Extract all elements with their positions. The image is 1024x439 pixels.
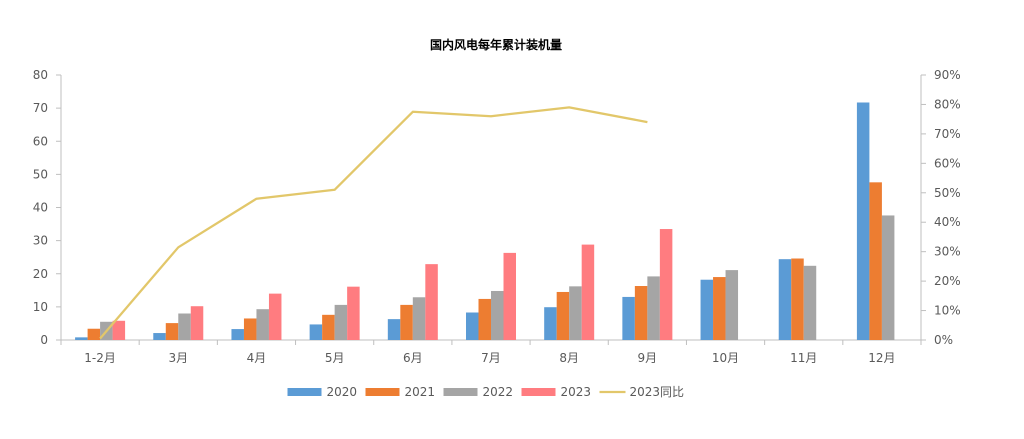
bar-2022 xyxy=(881,215,895,340)
left-axis-tick-label: 80 xyxy=(33,68,48,82)
right-axis-tick-label: 90% xyxy=(934,68,961,82)
bar-2022 xyxy=(256,309,269,340)
bar-2020 xyxy=(231,329,244,340)
bar-2022 xyxy=(569,286,582,340)
bar-2020 xyxy=(153,333,166,340)
bar-2021 xyxy=(556,291,570,340)
bar-2022 xyxy=(334,304,348,340)
legend-label: 2023同比 xyxy=(630,385,685,399)
left-axis-tick-label: 0 xyxy=(40,333,48,347)
x-axis-tick-label: 12月 xyxy=(868,351,895,365)
yoy-line xyxy=(99,106,648,340)
left-axis-tick-label: 30 xyxy=(33,234,48,248)
bar-2021 xyxy=(400,304,413,340)
bar-2023 xyxy=(425,264,438,340)
bar-2021 xyxy=(165,323,179,340)
legend-item-2023同比: 2023同比 xyxy=(599,385,685,399)
left-axis-tick-label: 70 xyxy=(33,101,48,115)
legend-item-2023: 2023 xyxy=(521,385,592,399)
legend-item-2022: 2022 xyxy=(443,385,514,399)
x-axis-tick-label: 10月 xyxy=(712,351,739,365)
bar-2021 xyxy=(243,318,257,340)
bar-2023 xyxy=(347,286,360,340)
bar-2020 xyxy=(622,296,635,340)
axes: 0 10 20 30 40 50 60 70 80 0% 10% 20% 30% 40% 50% 60% 70%… xyxy=(33,68,961,365)
legend-label: 2023 xyxy=(561,385,592,399)
bar-2021 xyxy=(713,277,726,340)
right-axis-tick-label: 20% xyxy=(934,274,961,288)
bar-2023 xyxy=(581,244,595,340)
bar-2022 xyxy=(178,313,191,340)
bar-2022 xyxy=(491,290,504,340)
bar-2020 xyxy=(309,324,323,340)
bars xyxy=(75,102,895,341)
legend-item-2020: 2020 xyxy=(287,385,358,399)
x-axis-tick-label: 5月 xyxy=(325,351,345,365)
left-axis-tick-label: 40 xyxy=(33,201,48,215)
bar-2020 xyxy=(466,312,479,340)
line-2023同比 xyxy=(99,106,648,340)
x-axis-tick-label: 6月 xyxy=(403,351,423,365)
bar-2023 xyxy=(190,306,204,340)
x-axis-tick-label: 3月 xyxy=(168,351,188,365)
x-axis-tick-label: 11月 xyxy=(790,351,817,365)
right-axis-tick-label: 70% xyxy=(934,127,961,141)
bar-2021 xyxy=(478,298,491,340)
right-axis-tick-label: 60% xyxy=(934,156,961,170)
left-axis-tick-label: 60 xyxy=(33,134,48,148)
bar-2021 xyxy=(791,258,804,340)
legend-label: 2021 xyxy=(405,385,436,399)
bar-2023 xyxy=(112,320,126,340)
right-axis-tick-label: 80% xyxy=(934,97,961,111)
bar-2021 xyxy=(87,328,101,340)
legend-label: 2020 xyxy=(327,385,358,399)
right-axis-tick-label: 0% xyxy=(934,333,953,347)
right-axis-tick-label: 30% xyxy=(934,245,961,259)
x-axis-tick-label: 8月 xyxy=(559,351,579,365)
legend-swatch xyxy=(521,388,556,396)
bar-2021 xyxy=(634,286,648,340)
bar-2022 xyxy=(725,270,739,340)
legend-label: 2022 xyxy=(483,385,514,399)
bar-2020 xyxy=(75,337,88,340)
right-axis-tick-label: 40% xyxy=(934,215,961,229)
x-axis-tick-label: 1-2月 xyxy=(84,351,116,365)
bar-2020 xyxy=(544,307,557,340)
right-axis-tick-label: 50% xyxy=(934,186,961,200)
bar-2020 xyxy=(856,102,870,341)
chart-title: 国内风电每年累计装机量 xyxy=(430,37,562,52)
bar-2021 xyxy=(869,182,882,340)
bar-2020 xyxy=(778,259,792,340)
bar-2023 xyxy=(268,293,282,340)
left-axis-tick-label: 20 xyxy=(33,267,48,281)
bar-2023 xyxy=(659,229,673,340)
bar-2020 xyxy=(700,279,714,340)
legend-swatch xyxy=(443,388,478,396)
x-axis-tick-label: 9月 xyxy=(638,351,658,365)
x-axis-tick-label: 7月 xyxy=(481,351,501,365)
legend-swatch xyxy=(287,388,322,396)
legend-swatch xyxy=(365,388,400,396)
bar-2023 xyxy=(503,252,516,340)
right-axis-tick-label: 10% xyxy=(934,304,961,318)
bar-2022 xyxy=(647,276,660,340)
bar-2021 xyxy=(322,314,335,340)
bar-2020 xyxy=(387,319,401,340)
bar-2022 xyxy=(803,265,817,340)
left-axis-tick-label: 10 xyxy=(33,300,48,314)
bar-2022 xyxy=(412,297,426,340)
legend-item-2021: 2021 xyxy=(365,385,436,399)
left-axis-tick-label: 50 xyxy=(33,167,48,181)
legend: 2020 2021 2022 2023 2023同比 xyxy=(287,385,685,399)
x-axis-tick-label: 4月 xyxy=(247,351,267,365)
